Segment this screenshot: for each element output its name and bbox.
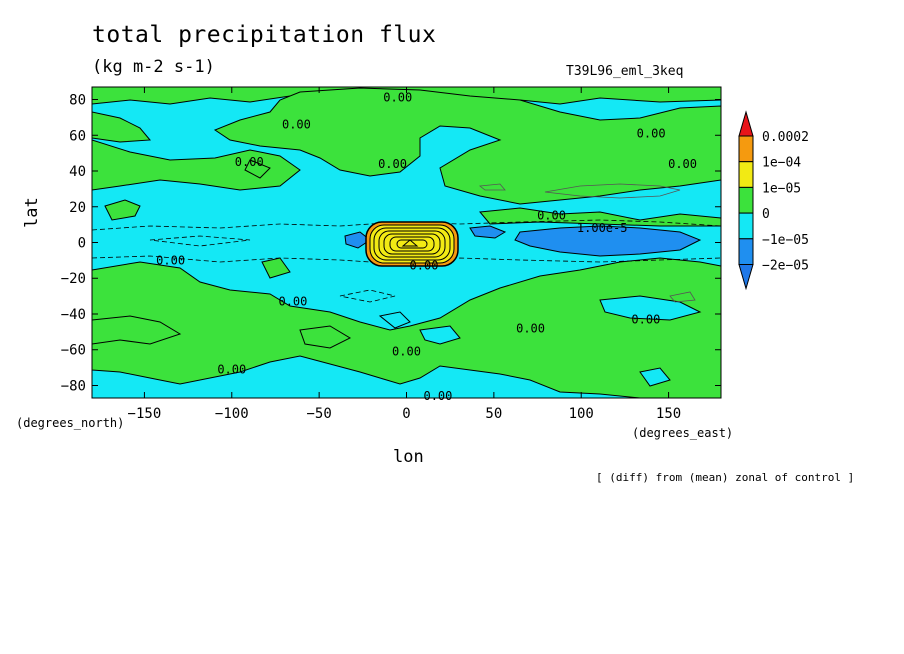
colorbar-bottom-arrow — [738, 264, 754, 291]
x-tick-label: 0 — [402, 406, 410, 422]
contour-label: 0.00 — [537, 209, 566, 223]
y-tick-label: 0 — [78, 236, 86, 252]
contour-label: 0.00 — [516, 321, 545, 335]
colorbar-label: 0.0002 — [762, 130, 809, 145]
contour-label: 0.00 — [423, 389, 452, 403]
colorbar-segment — [738, 186, 754, 214]
contour-label: 0.00 — [378, 157, 407, 171]
run-id-label: T39L96_eml_3keq — [566, 64, 684, 79]
colorbar-label: −1e−05 — [762, 233, 809, 248]
y-tick-label: 20 — [69, 200, 86, 216]
y-tick-label: 60 — [69, 128, 86, 144]
y-tick-label: 40 — [69, 164, 86, 180]
contour-labels: 0.00 0.00 0.00 0.00 0.00 0.00 0.00 1.00e-5 0.00 0… — [156, 91, 697, 403]
heating-bullseye — [365, 221, 459, 267]
contour-label: 0.00 — [156, 253, 185, 267]
y-units-label: (degrees_north) — [16, 416, 125, 430]
contour-label: 0.00 — [217, 362, 246, 376]
positive-regions-south — [92, 257, 721, 398]
x-tick-label: −100 — [215, 406, 249, 422]
y-tick-label: 80 — [69, 93, 86, 109]
units-label: (kg m-2 s-1) — [92, 57, 215, 77]
footnote: [ (diff) from (mean) zonal of control ] — [596, 471, 855, 484]
colorbar-label: 1e−04 — [762, 156, 801, 171]
chart-title: total precipitation flux — [92, 22, 437, 48]
y-tick-label: −60 — [61, 343, 86, 359]
x-tick-label: −150 — [128, 406, 162, 422]
colorbar-label: −2e−05 — [762, 259, 809, 274]
x-units-label: (degrees_east) — [632, 426, 734, 440]
axes: −150 −100 −50 0 50 100 150 80 60 40 20 0 −20 −40 −60 −8… — [61, 87, 721, 422]
y-tick-label: −40 — [61, 307, 86, 323]
interior-contours — [478, 183, 696, 303]
colorbar-segment — [738, 161, 754, 188]
contour-label: 0.00 — [392, 345, 421, 359]
colorbar-segment — [738, 135, 754, 163]
negative-band — [344, 225, 702, 257]
y-tick-label: −80 — [61, 378, 86, 394]
colorbar: 0.0002 1e−04 1e−05 0 −1e−05 −2e−05 — [738, 110, 809, 291]
colorbar-top-arrow — [738, 110, 754, 137]
contour-label: 0.00 — [383, 91, 412, 105]
contour-label: 0.00 — [235, 155, 264, 169]
contour-label: 0.00 — [631, 312, 660, 326]
contour-label: 0.00 — [637, 126, 666, 140]
colorbar-segment — [738, 212, 754, 240]
x-tick-label: 50 — [485, 406, 502, 422]
contour-label: 0.00 — [278, 294, 307, 308]
negative-holes-south — [378, 295, 702, 387]
colorbar-segment — [738, 238, 754, 266]
colorbar-label: 1e−05 — [762, 181, 801, 196]
colorbar-label: 0 — [762, 207, 770, 222]
contour-label: 0.00 — [668, 157, 697, 171]
contour-label: 0.00 — [282, 118, 311, 132]
x-tick-label: −50 — [306, 406, 331, 422]
x-axis-label: lon — [393, 447, 424, 467]
x-tick-label: 150 — [656, 406, 681, 422]
contour-label: 0.00 — [410, 259, 439, 273]
positive-regions-north — [92, 87, 721, 227]
contour-label: 1.00e-5 — [577, 221, 628, 235]
x-tick-label: 100 — [569, 406, 594, 422]
y-tick-label: −20 — [61, 271, 86, 287]
